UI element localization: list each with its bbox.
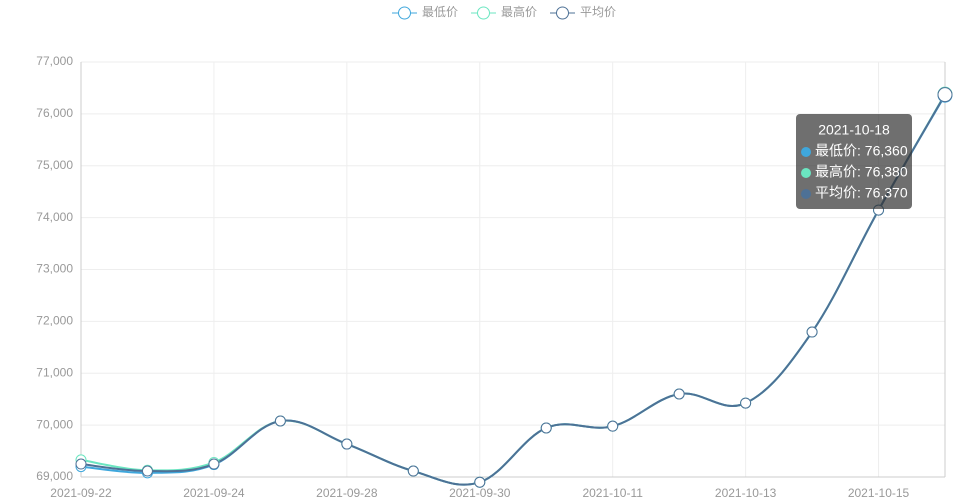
tooltip-line: 最高价: 76,380 [815,164,908,180]
data-point [607,420,619,432]
tooltip-title: 2021-10-18 [818,122,890,138]
legend-label: 最高价 [501,4,537,19]
x-tick-label: 2021-10-13 [715,486,777,499]
legend: 最低价 最高价 平均价 [392,4,616,20]
y-tick-label: 77,000 [36,54,73,68]
tooltip-dot [801,147,811,157]
tooltip-dot [801,168,811,178]
data-point [75,458,87,470]
x-tick-label: 2021-09-24 [183,486,245,499]
data-point [540,422,552,434]
legend-item[interactable]: 最低价 [392,5,458,20]
x-tick-label: 2021-10-11 [582,486,643,499]
data-point [673,388,685,400]
y-tick-label: 73,000 [36,262,73,276]
x-tick-label: 2021-09-28 [316,486,378,499]
legend-item[interactable]: 最高价 [471,4,537,20]
y-tick-label: 71,000 [36,365,73,379]
data-point [407,465,419,477]
data-point [937,87,953,103]
legend-icon [556,6,569,20]
tooltip-dot [801,189,811,199]
legend-item[interactable]: 平均价 [550,5,616,20]
x-tick-label: 2021-09-30 [449,486,511,499]
legend-icon [477,6,490,20]
legend-label: 最低价 [422,5,458,19]
y-tick-label: 69,000 [36,469,73,483]
y-tick-label: 70,000 [36,417,73,431]
data-point [274,415,286,427]
tooltip-box [796,114,912,209]
data-point [208,458,220,470]
legend-label: 平均价 [580,5,616,19]
tooltip: 2021-10-18 最低价: 76,360 最高价: 76,380 平均价: 76,… [796,114,912,209]
data-point [341,438,353,450]
data-point [474,476,486,488]
y-tick-label: 76,000 [36,106,73,120]
data-point [141,465,153,477]
tooltip-line: 最低价: 76,360 [815,143,908,159]
y-tick-label: 75,000 [36,158,73,172]
y-tick-label: 72,000 [36,314,73,328]
line-series [80,94,946,486]
data-point [740,397,752,409]
x-tick-label: 2021-09-22 [50,486,112,499]
data-point [806,326,818,338]
y-tick-label: 74,000 [36,210,73,224]
tooltip-line: 平均价: 76,370 [815,185,908,201]
x-tick-label: 2021-10-15 [848,486,910,499]
legend-icon [398,6,411,20]
